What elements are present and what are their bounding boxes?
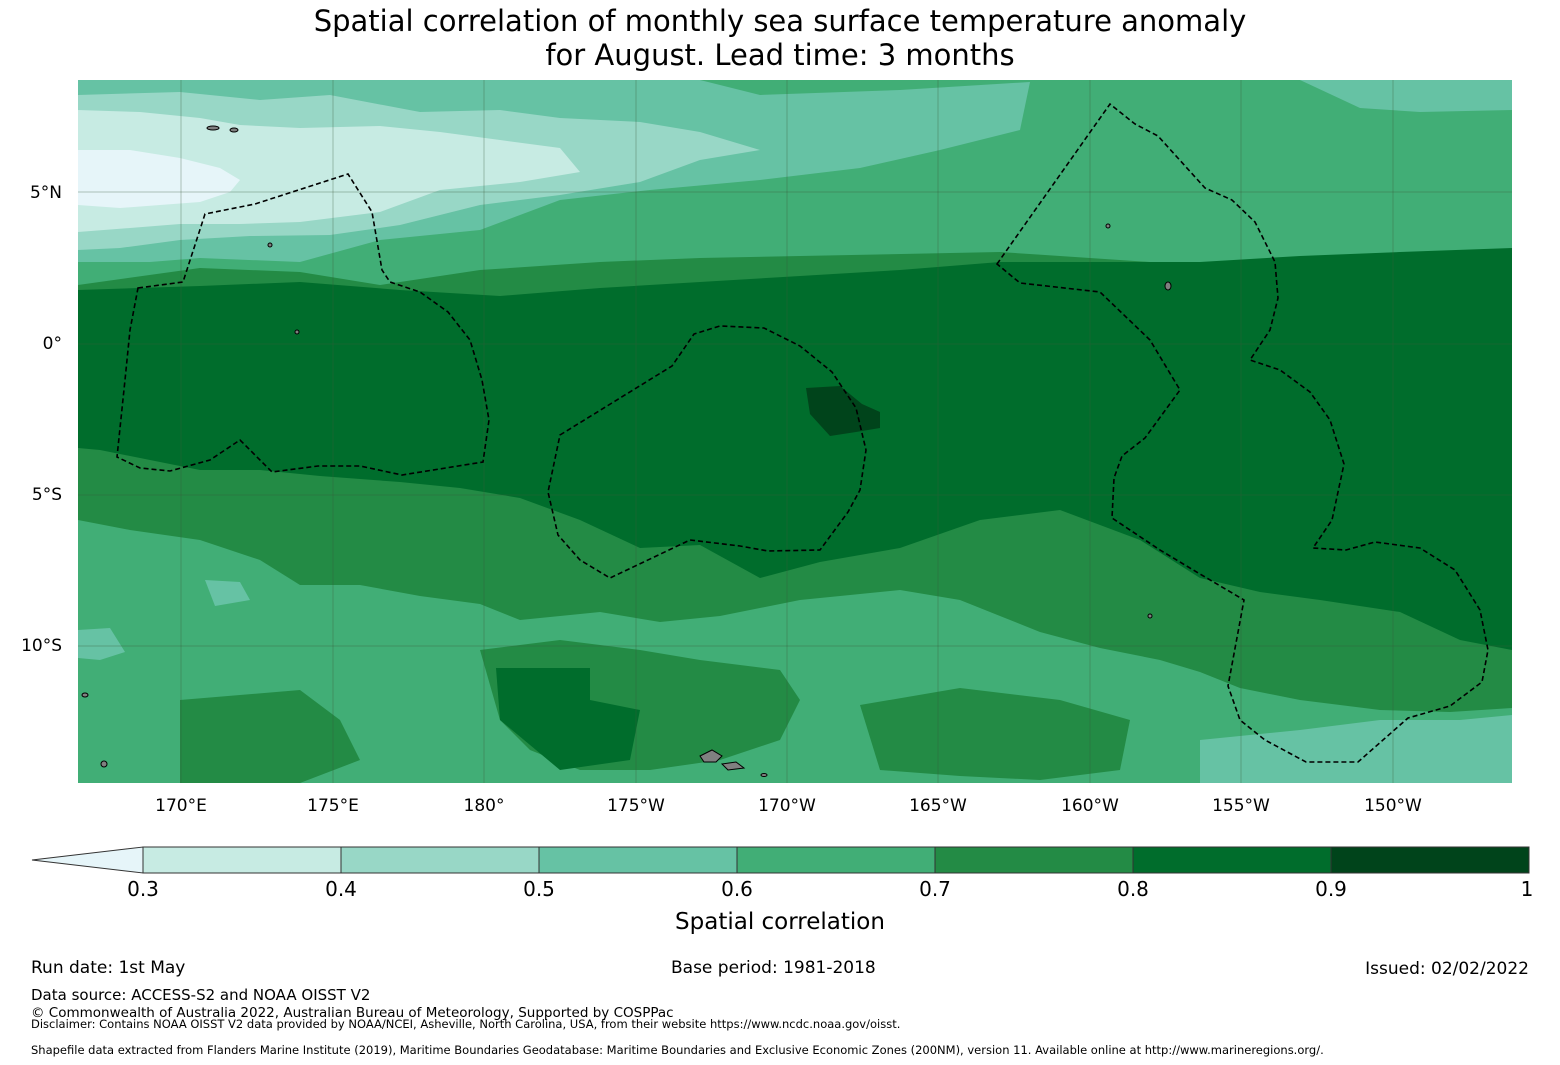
island-dot-b [229, 127, 239, 133]
colorbar-bin-05-06 [539, 847, 737, 873]
colorbar-bin-07-08 [935, 847, 1133, 873]
island-dot-j [760, 773, 768, 777]
lon-label: 150°W [1364, 796, 1422, 816]
colorbar-extend-arrow [31, 846, 144, 874]
field-patch-south-08 [496, 668, 640, 770]
field-patch-09 [806, 386, 880, 436]
lon-label: 165°W [909, 796, 967, 816]
base-period: Base period: 1981-2018 [671, 958, 876, 978]
issued-date: Issued: 02/02/2022 [1365, 959, 1529, 979]
colorbar-tick: 0.7 [919, 877, 951, 901]
data-source: Data source: ACCESS-S2 and NOAA OISST V2 [31, 986, 371, 1004]
colorbar-bin-03-04 [143, 847, 341, 873]
island-dot-i [267, 242, 273, 248]
samoa-island-small [720, 761, 746, 771]
eez-boundaries [116, 102, 1489, 763]
run-date: Run date: 1st May [31, 958, 186, 978]
field-band-north-lt03 [78, 150, 240, 208]
island-dot-e [294, 329, 300, 335]
island-dot-d [1105, 223, 1111, 229]
colorbar-dividers [340, 847, 1332, 873]
map-panel [78, 80, 1512, 783]
chart-title-line2: for August. Lead time: 3 months [545, 38, 1015, 72]
colorbar-tick: 0.9 [1315, 877, 1347, 901]
colorbar-tick: 1 [1521, 877, 1534, 901]
field-band-north-03 [78, 110, 580, 232]
colorbar-tick: 0.3 [127, 877, 159, 901]
chart-title-line1: Spatial correlation of monthly sea surfa… [313, 4, 1247, 38]
lon-label: 175°W [607, 796, 665, 816]
field-band-south-06 [78, 520, 1512, 783]
islands [81, 125, 1172, 777]
eez-boundary-line-islands [995, 102, 1489, 763]
field-patch-mid-05 [205, 580, 250, 606]
field-patch-south-07c [180, 690, 360, 783]
island-dot-f [100, 760, 108, 768]
eez-boundary-phoenix [547, 325, 867, 579]
colorbar-bin-08-09 [1133, 847, 1331, 873]
colorbar-bin-09-10 [1331, 847, 1529, 873]
lon-label: 170°E [155, 796, 207, 816]
field-patch-south-07b [860, 688, 1130, 780]
lat-label: 0° [43, 334, 62, 354]
colorbar-outline [142, 846, 1530, 874]
colorbar: 0.3 0.4 0.5 0.6 0.7 0.8 0.9 1 Spatial co… [31, 846, 1533, 935]
lon-axis-labels: 170°E 175°E 180° 175°W 170°W 165°W 160°W… [155, 796, 1422, 816]
colorbar-tick: 0.6 [721, 877, 753, 901]
eez-boundary-tuvalu [116, 173, 490, 476]
colorbar-tick-labels: 0.3 0.4 0.5 0.6 0.7 0.8 0.9 1 [127, 877, 1533, 901]
field-patch-west-05 [78, 628, 125, 660]
colorbar-tick: 0.5 [523, 877, 555, 901]
copyright-notice: © Commonwealth of Australia 2022, Austra… [31, 1005, 674, 1021]
lat-label: 5°S [32, 485, 62, 505]
colorbar-bin-04-05 [341, 847, 539, 873]
lat-axis-labels: 5°N 0° 5°S 10°S [21, 183, 62, 656]
disclaimer: Disclaimer: Contains NOAA OISST V2 data … [31, 1017, 901, 1031]
lon-label: 155°W [1212, 796, 1270, 816]
island-dot-g [81, 692, 89, 698]
graticule [78, 80, 1512, 783]
field-core-08 [78, 248, 1512, 650]
lon-label: 170°W [758, 796, 816, 816]
lon-label: 160°W [1061, 796, 1119, 816]
field-patch-south-05 [1200, 715, 1512, 783]
field-patch-ne-05 [1300, 80, 1512, 100]
colorbar-tick: 0.8 [1117, 877, 1149, 901]
lon-label: 175°E [307, 796, 359, 816]
lat-label: 10°S [21, 636, 62, 656]
lat-label: 5°N [30, 183, 62, 203]
lon-label: 180° [464, 796, 505, 816]
colorbar-label: Spatial correlation [675, 909, 885, 935]
samoa-island-large [699, 749, 723, 763]
colorbar-bin-06-07 [737, 847, 935, 873]
island-dot-a [206, 125, 220, 131]
island-dot-h [1147, 613, 1153, 619]
shapefile-credit: Shapefile data extracted from Flanders M… [31, 1043, 1324, 1057]
island-dot-c [1164, 281, 1172, 291]
colorbar-tick: 0.4 [325, 877, 357, 901]
